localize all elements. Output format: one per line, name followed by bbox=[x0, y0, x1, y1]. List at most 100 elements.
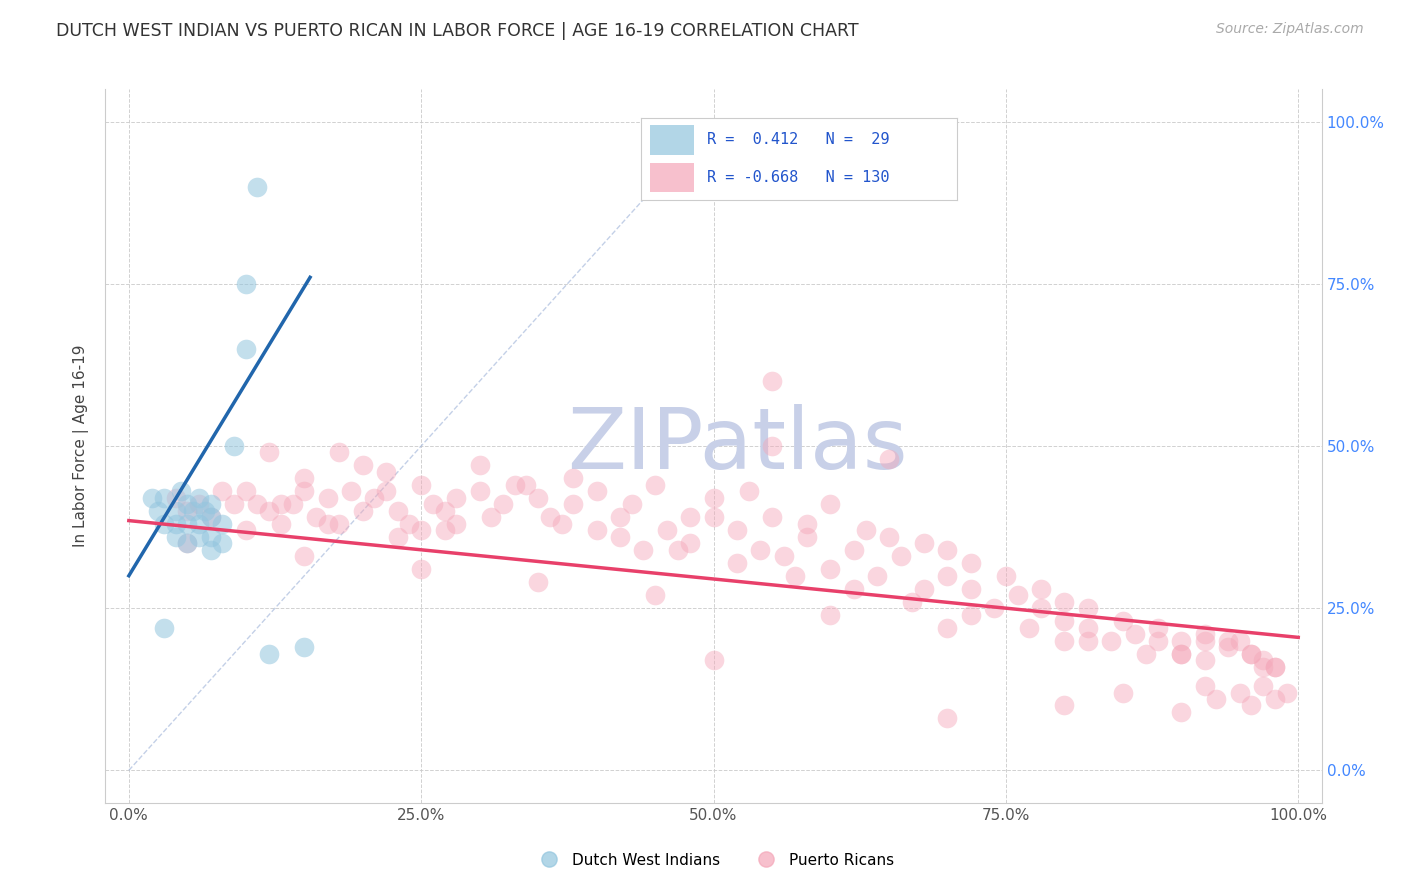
Point bbox=[257, 445, 280, 459]
Point bbox=[820, 607, 842, 622]
Point bbox=[411, 524, 433, 538]
Point bbox=[1112, 614, 1135, 628]
Point bbox=[1205, 692, 1227, 706]
Point bbox=[305, 510, 328, 524]
Point bbox=[1251, 653, 1274, 667]
Point bbox=[200, 530, 222, 544]
Text: ZIPatlas: ZIPatlas bbox=[568, 404, 908, 488]
Point bbox=[550, 516, 572, 531]
Point bbox=[387, 530, 409, 544]
Point bbox=[761, 510, 783, 524]
Point bbox=[176, 504, 198, 518]
Point bbox=[375, 484, 398, 499]
Point bbox=[725, 524, 748, 538]
Point bbox=[562, 497, 585, 511]
Point bbox=[959, 607, 981, 622]
Point bbox=[842, 582, 865, 596]
Point bbox=[585, 524, 607, 538]
Point bbox=[527, 491, 550, 505]
Point bbox=[620, 497, 643, 511]
Point bbox=[679, 510, 702, 524]
Point bbox=[1077, 601, 1099, 615]
Point bbox=[796, 530, 818, 544]
Point bbox=[936, 568, 959, 582]
Point bbox=[1053, 698, 1076, 713]
Point bbox=[433, 504, 456, 518]
Point bbox=[270, 497, 292, 511]
Point bbox=[1123, 627, 1146, 641]
Point bbox=[644, 588, 666, 602]
Point bbox=[527, 575, 550, 590]
Point bbox=[936, 542, 959, 557]
Bar bbox=[650, 163, 695, 193]
Point bbox=[235, 484, 257, 499]
Point bbox=[176, 536, 198, 550]
Point bbox=[281, 497, 304, 511]
Point bbox=[188, 497, 211, 511]
Point bbox=[761, 374, 783, 388]
Point bbox=[1170, 647, 1192, 661]
Point bbox=[702, 653, 725, 667]
Point bbox=[761, 439, 783, 453]
Point bbox=[1251, 659, 1274, 673]
Point bbox=[820, 497, 842, 511]
Point bbox=[422, 497, 444, 511]
Point bbox=[1170, 633, 1192, 648]
Point bbox=[200, 510, 222, 524]
Point bbox=[1216, 640, 1239, 654]
Point bbox=[785, 568, 807, 582]
Point bbox=[1194, 627, 1216, 641]
Point bbox=[468, 484, 491, 499]
Point bbox=[820, 562, 842, 576]
Point bbox=[328, 516, 350, 531]
Point bbox=[1053, 633, 1076, 648]
Point bbox=[1240, 647, 1263, 661]
Point bbox=[222, 439, 245, 453]
Point bbox=[292, 640, 315, 654]
Point bbox=[200, 542, 222, 557]
Point bbox=[170, 484, 193, 499]
Point bbox=[702, 510, 725, 524]
Point bbox=[387, 504, 409, 518]
Point bbox=[316, 516, 339, 531]
Point bbox=[702, 491, 725, 505]
Y-axis label: In Labor Force | Age 16-19: In Labor Force | Age 16-19 bbox=[73, 344, 90, 548]
Point bbox=[340, 484, 363, 499]
Point bbox=[468, 458, 491, 473]
Point bbox=[1170, 647, 1192, 661]
Point bbox=[446, 516, 468, 531]
Point bbox=[796, 516, 818, 531]
Point bbox=[842, 542, 865, 557]
Point bbox=[200, 497, 222, 511]
Point bbox=[1229, 633, 1251, 648]
Point bbox=[1018, 621, 1040, 635]
Point bbox=[188, 530, 211, 544]
Point bbox=[1240, 698, 1263, 713]
Point bbox=[1077, 621, 1099, 635]
Point bbox=[877, 530, 900, 544]
Point bbox=[725, 556, 748, 570]
Text: Source: ZipAtlas.com: Source: ZipAtlas.com bbox=[1216, 22, 1364, 37]
Point bbox=[655, 524, 678, 538]
Point bbox=[1029, 601, 1052, 615]
Point bbox=[901, 595, 924, 609]
Point bbox=[1229, 685, 1251, 699]
Point bbox=[165, 491, 187, 505]
Point bbox=[912, 536, 935, 550]
Point bbox=[1029, 582, 1052, 596]
Point bbox=[479, 510, 502, 524]
Point bbox=[1275, 685, 1298, 699]
Point bbox=[503, 478, 526, 492]
Point bbox=[141, 491, 163, 505]
Text: DUTCH WEST INDIAN VS PUERTO RICAN IN LABOR FORCE | AGE 16-19 CORRELATION CHART: DUTCH WEST INDIAN VS PUERTO RICAN IN LAB… bbox=[56, 22, 859, 40]
Point bbox=[222, 497, 245, 511]
Point bbox=[609, 510, 631, 524]
Point bbox=[1077, 633, 1099, 648]
Point bbox=[633, 542, 655, 557]
Point bbox=[1147, 633, 1170, 648]
Point bbox=[235, 524, 257, 538]
Point bbox=[1099, 633, 1122, 648]
Point bbox=[398, 516, 420, 531]
Point bbox=[270, 516, 292, 531]
Point bbox=[246, 497, 269, 511]
